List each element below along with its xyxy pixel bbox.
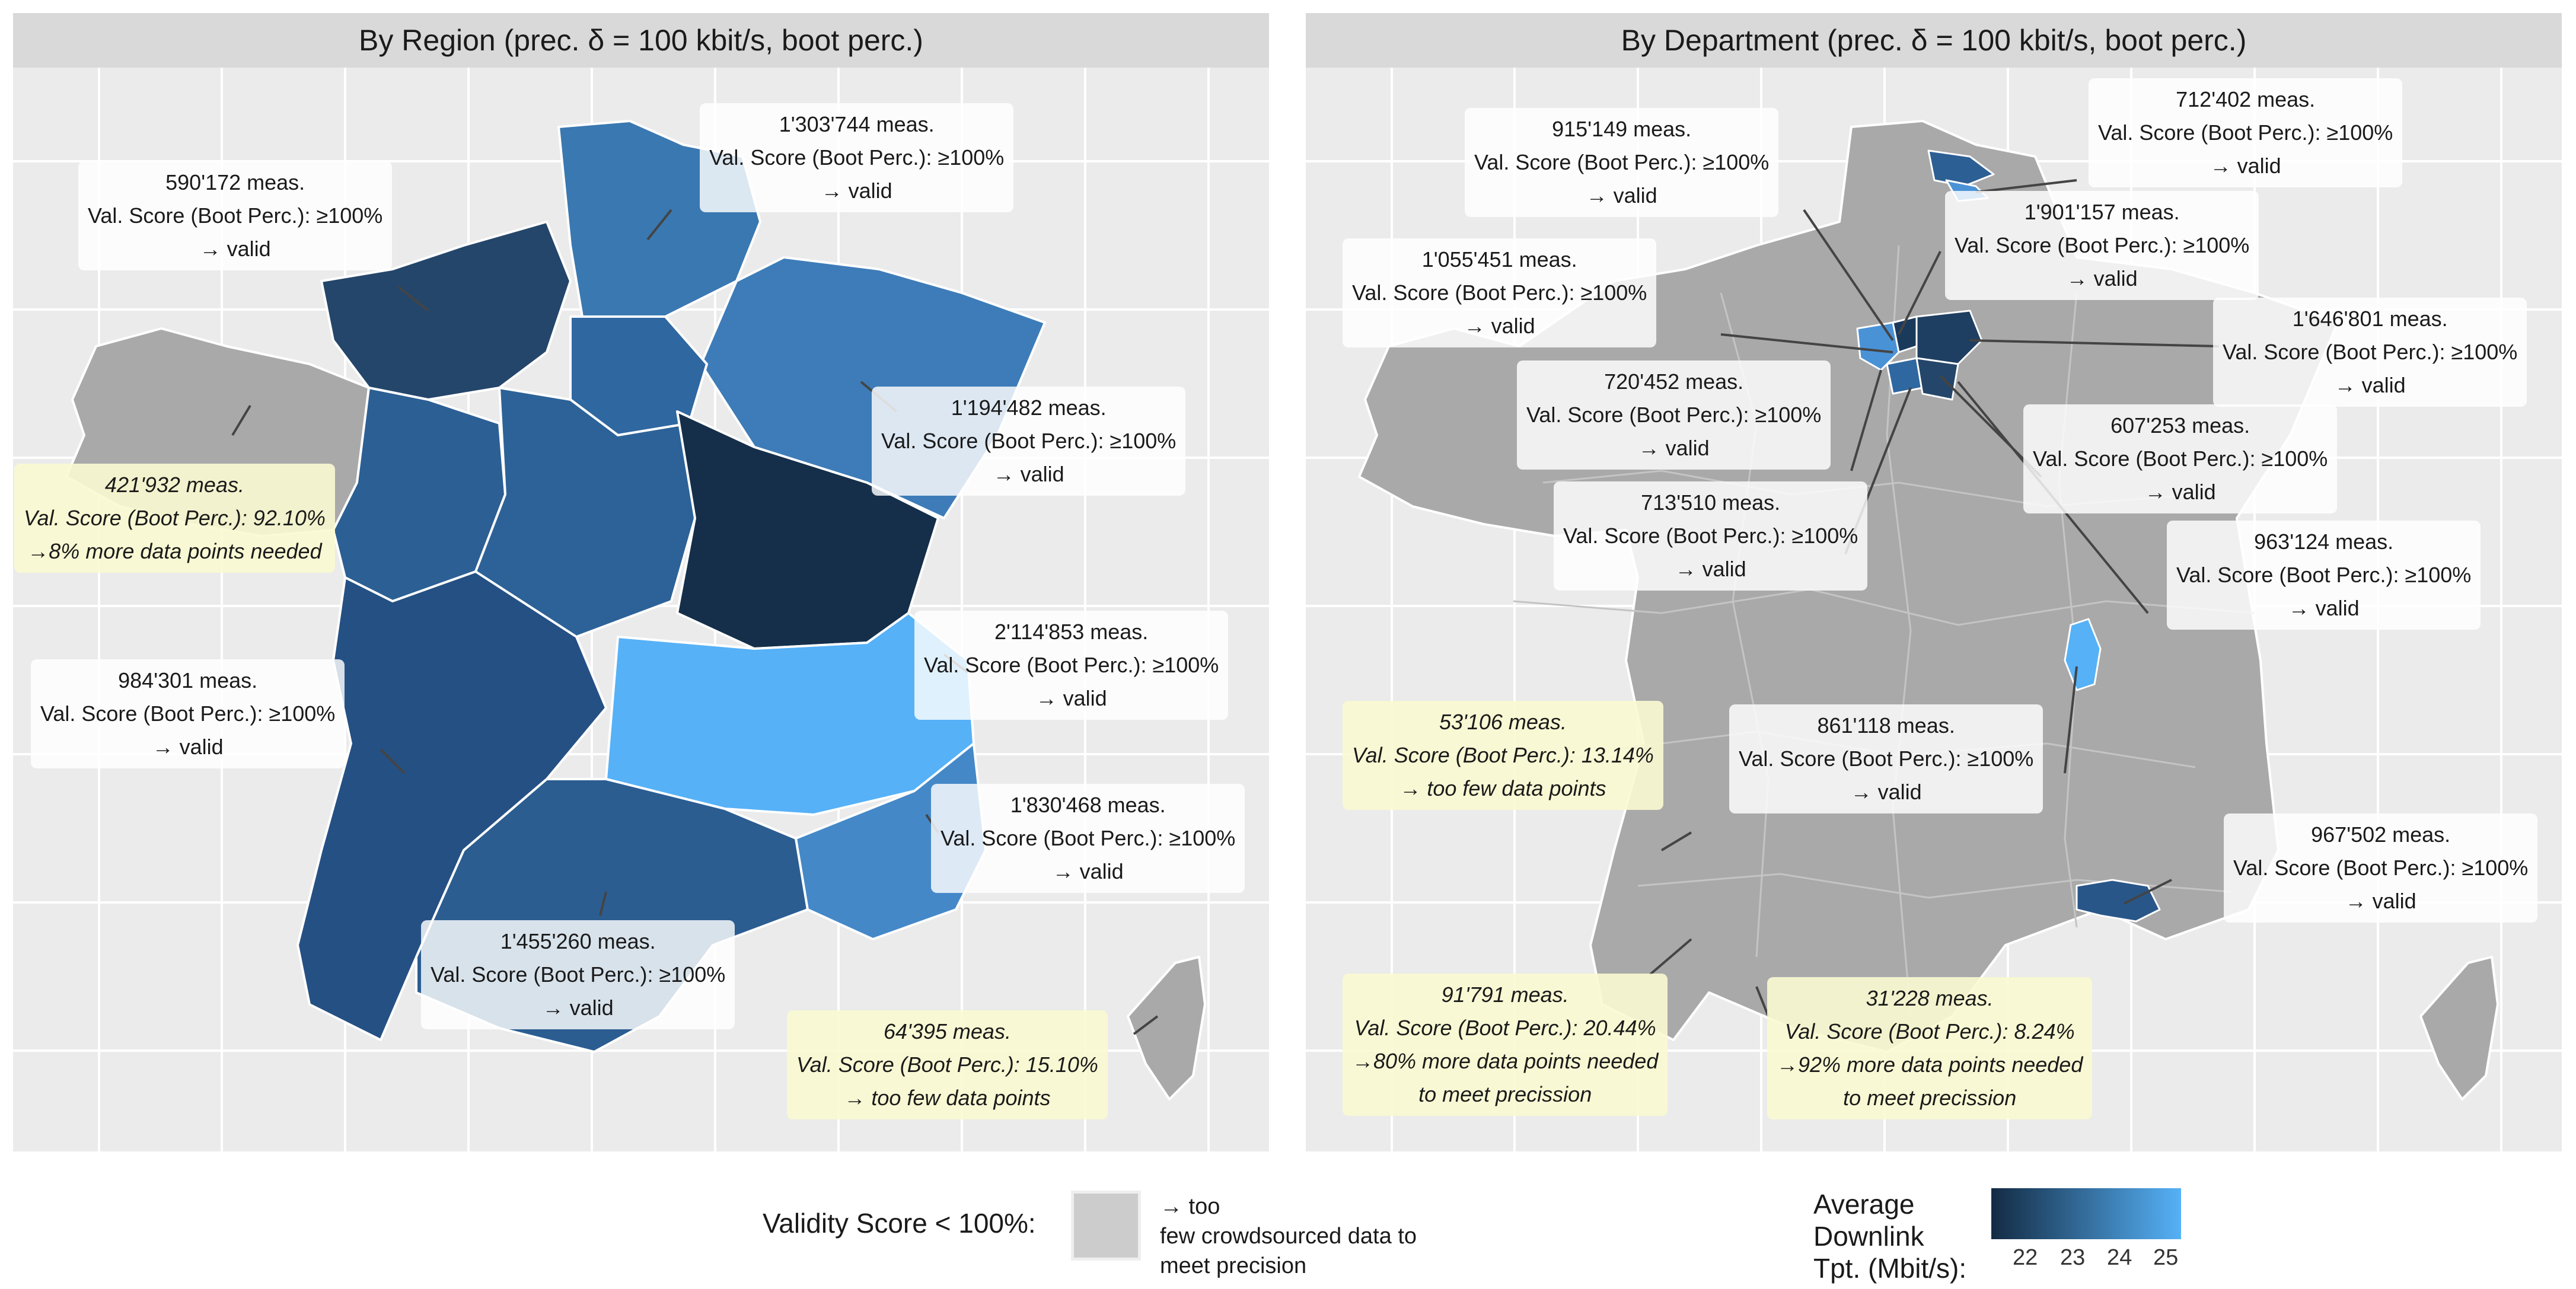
department-label-invalid: 31'228 meas. Val. Score (Boot Perc.): 8.2… [1767, 977, 2093, 1119]
department-label: 720'452 meas. Val. Score (Boot Perc.): ≥1… [1517, 360, 1831, 470]
panel-title: By Region (prec. δ = 100 kbit/s, boot pe… [13, 13, 1269, 68]
dept-paris-west [1856, 321, 1906, 371]
colorbar-tick: 23 [2060, 1245, 2086, 1270]
corsica [2419, 955, 2500, 1102]
region-label: 1'455'260 meas. Val. Score (Boot Perc.): … [421, 920, 735, 1029]
department-label: 713'510 meas. Val. Score (Boot Perc.): ≥1… [1554, 481, 1868, 591]
colorbar-tick: 25 [2153, 1245, 2179, 1270]
colorbar [1991, 1188, 2181, 1239]
department-label: 915'149 meas. Val. Score (Boot Perc.): ≥1… [1465, 108, 1779, 217]
dept-paris-east [1915, 310, 1983, 365]
region-centre [474, 387, 696, 638]
department-label: 967'502 meas. Val. Score (Boot Perc.): ≥1… [2224, 813, 2538, 923]
panel-title: By Department (prec. δ = 100 kbit/s, boo… [1306, 13, 2562, 68]
validity-legend-text: → too few crowdsourced data to meet prec… [1160, 1194, 1417, 1278]
department-label: 1'055'451 meas. Val. Score (Boot Perc.): … [1343, 238, 1657, 347]
panel-by-region: By Region (prec. δ = 100 kbit/s, boot pe… [13, 13, 1269, 1151]
dept-val-de-marne [1915, 357, 1959, 401]
legend: Validity Score < 100%: → too few crowdso… [0, 1162, 2576, 1289]
region-label: 1'194'482 meas. Val. Score (Boot Perc.): … [872, 387, 1186, 496]
panel-by-department: By Department (prec. δ = 100 kbit/s, boo… [1306, 13, 2562, 1151]
dept-bouches-du-rhone [2076, 879, 2161, 923]
department-label: 1'901'157 meas. Val. Score (Boot Perc.): … [1945, 191, 2259, 300]
colorbar-tick: 24 [2107, 1245, 2132, 1270]
dept-nord [1927, 149, 1995, 187]
region-label: 1'303'744 meas. Val. Score (Boot Perc.): … [700, 103, 1014, 212]
validity-legend-title: Validity Score < 100%: [763, 1208, 1036, 1239]
department-label-invalid: 53'106 meas. Val. Score (Boot Perc.): 13.… [1343, 701, 1663, 810]
dept-rhone [2064, 618, 2102, 691]
region-label: 1'830'468 meas. Val. Score (Boot Perc.): … [931, 784, 1245, 893]
department-label: 963'124 meas. Val. Score (Boot Perc.): ≥1… [2167, 521, 2481, 630]
validity-legend-swatch [1071, 1191, 1141, 1261]
department-label: 712'402 meas. Val. Score (Boot Perc.): ≥1… [2089, 78, 2403, 187]
region-label-invalid: 421'932 meas. Val. Score (Boot Perc.): 92… [14, 464, 335, 573]
region-normandie [320, 221, 572, 401]
department-label: 861'118 meas. Val. Score (Boot Perc.): ≥1… [1729, 704, 2043, 813]
region-label: 984'301 meas. Val. Score (Boot Perc.): ≥1… [31, 659, 345, 768]
department-label: 607'253 meas. Val. Score (Boot Perc.): ≥1… [2023, 404, 2338, 513]
colorbar-tick: 22 [2013, 1245, 2038, 1270]
region-label: 2'114'853 meas. Val. Score (Boot Perc.): … [914, 611, 1229, 720]
colorbar-title: Average Downlink Tpt. (Mbit/s): [1813, 1189, 1967, 1284]
department-label: 1'646'801 meas. Val. Score (Boot Perc.): … [2213, 298, 2527, 407]
region-label-invalid: 64'395 meas. Val. Score (Boot Perc.): 15.… [787, 1010, 1108, 1119]
department-label-invalid: 91'791 meas. Val. Score (Boot Perc.): 20.… [1343, 974, 1668, 1116]
region-corse [1127, 956, 1206, 1100]
region-label: 590'172 meas. Val. Score (Boot Perc.): ≥1… [78, 161, 393, 270]
